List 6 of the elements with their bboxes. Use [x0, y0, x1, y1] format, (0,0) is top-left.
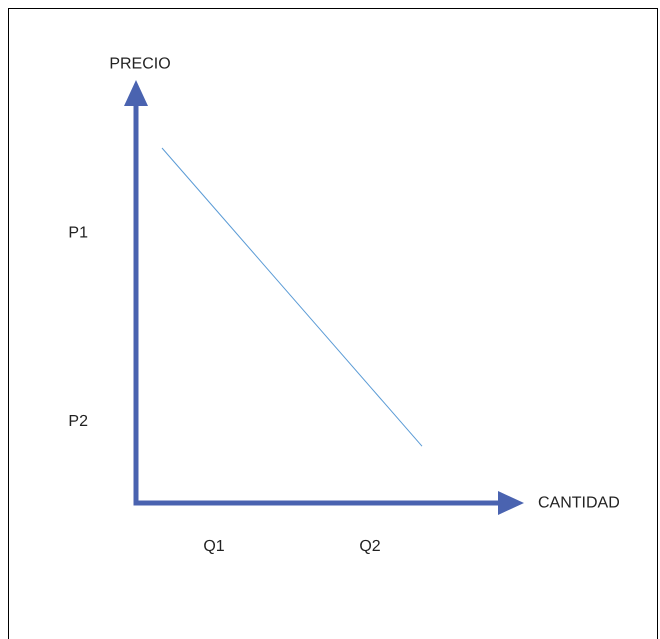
- x-tick-label: Q1: [203, 538, 225, 556]
- text: P1: [68, 224, 88, 242]
- text: P2: [68, 412, 88, 430]
- y-axis-title: PRECIO: [109, 55, 171, 72]
- x-tick-label: Q2: [359, 538, 381, 556]
- x-axis-title: CANTIDAD: [538, 494, 620, 512]
